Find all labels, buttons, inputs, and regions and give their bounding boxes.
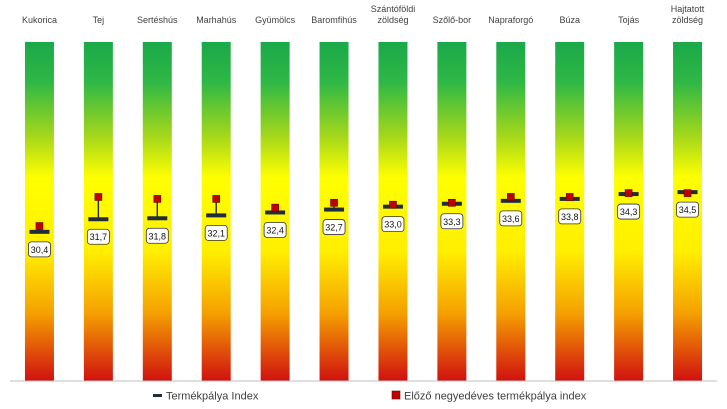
previous-index-marker [35, 222, 44, 230]
marker-group: 32,7 [322, 198, 346, 235]
previous-index-marker [271, 203, 279, 212]
legend-previous-label: Előző negyedéves termékpálya index [404, 391, 587, 403]
marker-group: 33,8 [558, 193, 582, 225]
value-label-box [204, 224, 228, 241]
value-label: 33,3 [443, 217, 461, 227]
value-label: 31,8 [149, 231, 167, 241]
value-label-box [28, 241, 51, 258]
legend-item-index: Termékpálya Index [153, 391, 259, 403]
marker-group: 31,8 [145, 195, 169, 244]
value-label: 32,1 [207, 228, 225, 238]
category-label: Tojás [618, 15, 640, 25]
index-dash [29, 229, 50, 234]
index-dash [500, 198, 521, 203]
category-label: Búza [559, 15, 580, 25]
value-label-box [499, 210, 523, 227]
previous-index-marker [624, 189, 633, 197]
value-label: 32,4 [266, 225, 284, 235]
index-dash [88, 217, 109, 222]
category-label: Napraforgó [488, 15, 533, 25]
category-label: Szántóföldi zöldség [371, 4, 416, 25]
value-label-box [558, 208, 582, 225]
legend-index-label: Termékpálya Index [166, 391, 259, 403]
value-label: 33,8 [561, 212, 579, 222]
value-label: 34,5 [679, 205, 697, 215]
previous-index-marker [448, 198, 456, 207]
previous-index-marker [683, 189, 692, 197]
category-label: Baromfihús [311, 15, 357, 25]
gradient-bars [24, 42, 703, 381]
category-labels: Kukorica Tej Sertéshús Marhahús Gyümölcs Baro… [22, 4, 705, 25]
bar-sz-l-bor [437, 42, 467, 381]
previous-index-marker [506, 193, 515, 201]
previous-index-marker [94, 193, 103, 201]
marker-group: 32,4 [263, 203, 287, 238]
value-label: 33,0 [384, 220, 402, 230]
value-label: 31,7 [90, 232, 108, 242]
marker-group: 30,4 [28, 222, 51, 258]
category-label: Tej [93, 15, 105, 25]
value-label: 34,3 [620, 207, 638, 217]
value-label-box [676, 201, 699, 218]
category-label: Gyümölcs [255, 15, 296, 25]
previous-index-marker [330, 198, 338, 207]
value-label-box [86, 228, 110, 245]
bar-sz-nt-f-ldi-z-lds-g [378, 42, 408, 381]
value-label: 33,6 [502, 214, 520, 224]
marker-group: 32,1 [204, 195, 228, 241]
category-label: Marhahús [196, 15, 237, 25]
category-label: Szőlő-bor [433, 15, 472, 25]
value-label-box [617, 203, 641, 220]
index-dash [206, 213, 227, 218]
value-label-box [440, 213, 464, 230]
marker-group: 33,0 [381, 200, 405, 233]
previous-index-marker [212, 195, 221, 203]
value-label-box [263, 222, 287, 238]
value-label: 30,4 [31, 245, 49, 255]
bar-kukorica [24, 42, 54, 381]
marker-group: 33,6 [499, 193, 523, 227]
previous-index-marker [565, 193, 574, 201]
value-label-box [381, 216, 405, 233]
legend-item-previous: Előző negyedéves termékpálya index [391, 390, 587, 403]
category-label: Kukorica [22, 15, 57, 25]
legend-previous-swatch [391, 390, 401, 400]
marker-group: 33,3 [440, 198, 464, 230]
previous-index-marker [389, 200, 397, 209]
index-markers: 30,4 31,7 31,8 32,1 32,4 32,7 33,0 33,3 33,6 33,8… [28, 189, 699, 258]
value-label-box [145, 227, 169, 244]
value-label-box [322, 219, 346, 235]
index-dash [265, 210, 286, 215]
value-label: 32,7 [325, 223, 343, 233]
marker-group: 34,3 [617, 189, 641, 220]
legend-index-swatch [153, 394, 162, 397]
category-label: Hajtatott zöldség [671, 4, 705, 25]
marker-group: 34,5 [676, 189, 699, 218]
marker-group: 31,7 [86, 193, 110, 245]
index-dash [324, 207, 345, 212]
index-dash [147, 216, 168, 221]
category-label: Sertéshús [137, 15, 178, 25]
legend: Termékpálya Index Előző negyedéves termé… [153, 391, 587, 403]
previous-index-marker [153, 195, 162, 203]
